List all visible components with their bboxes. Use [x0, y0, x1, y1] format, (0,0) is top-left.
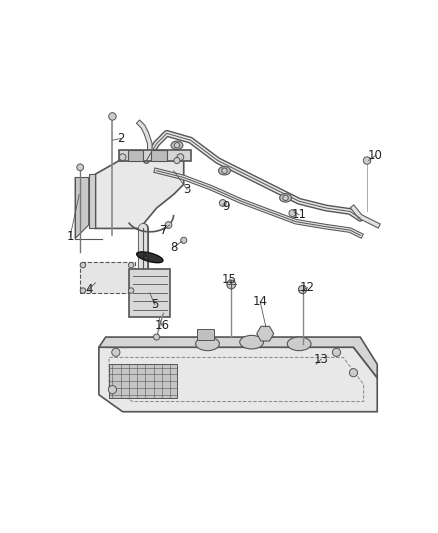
Text: 2: 2	[117, 132, 125, 145]
Circle shape	[128, 288, 134, 293]
Text: 14: 14	[253, 295, 268, 308]
Ellipse shape	[287, 337, 311, 351]
Bar	[128, 150, 143, 160]
Circle shape	[350, 369, 357, 377]
Ellipse shape	[240, 335, 264, 349]
Text: 9: 9	[223, 200, 230, 213]
Ellipse shape	[196, 337, 219, 351]
Circle shape	[112, 348, 120, 357]
Text: 5: 5	[151, 298, 159, 311]
Polygon shape	[99, 337, 377, 378]
Circle shape	[283, 195, 288, 200]
Bar	[80, 262, 134, 293]
Circle shape	[289, 210, 296, 216]
Circle shape	[219, 199, 226, 206]
Ellipse shape	[219, 166, 230, 175]
Ellipse shape	[137, 252, 163, 263]
Text: 13: 13	[314, 353, 328, 366]
Circle shape	[177, 154, 184, 160]
Circle shape	[298, 286, 307, 294]
Text: 6: 6	[141, 251, 148, 264]
Bar	[152, 150, 167, 160]
Circle shape	[174, 157, 180, 164]
Polygon shape	[119, 150, 191, 160]
Circle shape	[128, 262, 134, 268]
Bar	[109, 364, 177, 398]
Polygon shape	[75, 177, 88, 239]
Ellipse shape	[171, 141, 183, 150]
Polygon shape	[257, 326, 274, 341]
Text: 16: 16	[154, 319, 169, 332]
Text: 8: 8	[170, 240, 177, 254]
Polygon shape	[88, 174, 95, 229]
Circle shape	[181, 237, 187, 244]
Circle shape	[109, 112, 116, 120]
Text: 10: 10	[368, 149, 383, 162]
Circle shape	[222, 168, 227, 173]
Polygon shape	[95, 160, 184, 229]
Circle shape	[108, 385, 117, 394]
Circle shape	[174, 142, 180, 148]
Text: 7: 7	[159, 224, 167, 237]
Circle shape	[154, 334, 159, 340]
Circle shape	[332, 348, 341, 357]
Circle shape	[227, 280, 236, 289]
Text: 12: 12	[300, 281, 315, 294]
Circle shape	[80, 262, 86, 268]
Circle shape	[80, 288, 86, 293]
Circle shape	[77, 164, 84, 171]
Polygon shape	[99, 347, 377, 411]
Text: 1: 1	[66, 230, 74, 244]
Circle shape	[119, 154, 126, 160]
Text: 15: 15	[222, 273, 237, 286]
Bar	[197, 328, 214, 341]
Text: 4: 4	[85, 283, 92, 296]
Text: 11: 11	[292, 208, 307, 221]
Text: 3: 3	[184, 183, 191, 196]
Circle shape	[165, 222, 172, 229]
Ellipse shape	[279, 193, 292, 202]
Polygon shape	[130, 269, 170, 317]
Circle shape	[363, 157, 371, 164]
